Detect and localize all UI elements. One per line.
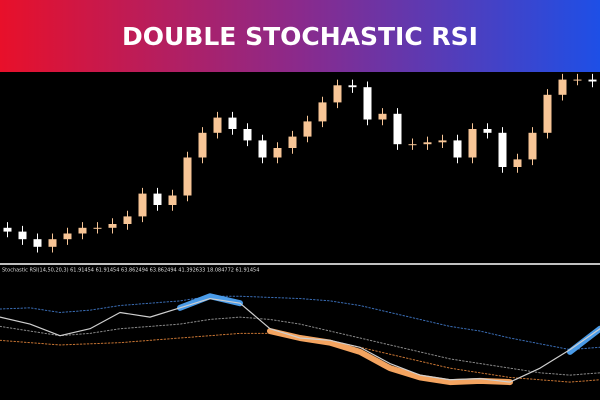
- level-line: [0, 316, 600, 376]
- candle-body: [33, 239, 42, 247]
- candle-body: [558, 79, 567, 95]
- candle-body: [273, 148, 282, 158]
- candle-body: [438, 140, 447, 143]
- candle-body: [3, 227, 12, 232]
- candle-body: [63, 233, 72, 240]
- candle-body: [543, 94, 552, 133]
- candle-body: [498, 132, 507, 167]
- candle-body: [78, 227, 87, 234]
- candle-body: [48, 239, 57, 247]
- price-panel: [3, 73, 597, 253]
- candle-body: [348, 85, 357, 88]
- indicator-label: Stochastic RSI(14,50,20,3) 61.91454 61.9…: [2, 268, 259, 274]
- banner: [0, 0, 600, 72]
- candle-body: [468, 129, 477, 158]
- candle-body: [243, 129, 252, 141]
- candle-body: [378, 113, 387, 120]
- banner-title: DOUBLE STOCHASTIC RSI: [122, 22, 478, 51]
- candle-body: [183, 157, 192, 196]
- candle-body: [573, 79, 582, 81]
- candle-body: [198, 132, 207, 158]
- candle-body: [513, 159, 522, 167]
- candle-body: [363, 87, 372, 120]
- candle-body: [453, 140, 462, 158]
- stoch-line: [267, 328, 513, 386]
- candle-body: [318, 102, 327, 122]
- candle-body: [18, 231, 27, 240]
- candle-body: [528, 132, 537, 160]
- candle-body: [408, 144, 417, 146]
- level-line: [0, 295, 600, 351]
- candle-body: [153, 193, 162, 205]
- candle-body: [258, 140, 267, 158]
- candle-body: [333, 85, 342, 103]
- indicator-panel: [0, 293, 600, 386]
- candle-body: [168, 195, 177, 205]
- candle-body: [483, 129, 492, 133]
- candle-body: [303, 121, 312, 137]
- candle-body: [423, 142, 432, 145]
- candle-body: [588, 79, 597, 82]
- candle-body: [138, 193, 147, 217]
- candle-body: [93, 227, 102, 229]
- candle-body: [228, 117, 237, 129]
- candle-body: [393, 113, 402, 145]
- candle-body: [108, 224, 117, 228]
- candle-body: [288, 136, 297, 148]
- candle-body: [213, 117, 222, 133]
- candle-body: [123, 216, 132, 224]
- stoch-line: [0, 297, 600, 383]
